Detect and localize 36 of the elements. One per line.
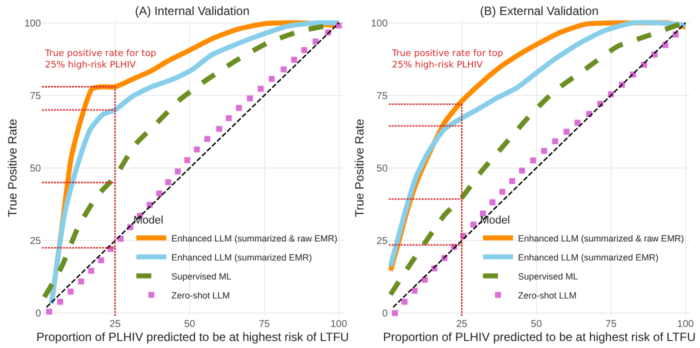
x-tick-label: 100 bbox=[330, 319, 348, 330]
y-tick-label: 0 bbox=[382, 308, 388, 320]
legend-title: Model bbox=[480, 214, 510, 226]
legend-title: Model bbox=[133, 214, 164, 226]
y-axis-title: True Positive Rate bbox=[352, 118, 366, 218]
y-axis-title: True Positive Rate bbox=[6, 118, 20, 218]
annotation: True positive rate for top 25% high-risk PLHIV bbox=[391, 49, 504, 71]
y-tick-label: 100 bbox=[24, 18, 42, 30]
annotation: True positive rate for top 25% high-risk PLHIV bbox=[44, 49, 157, 71]
y-tick-label: 50 bbox=[30, 164, 42, 174]
x-tick-label: 25 bbox=[456, 319, 468, 330]
legend-label: Zero-shot LLM bbox=[518, 290, 577, 300]
x-tick-label: 50 bbox=[184, 319, 196, 330]
y-tick-label: 25 bbox=[376, 236, 388, 248]
legend-label: Enhanced LLM (summarized EMR) bbox=[171, 252, 312, 262]
y-tick-label: 75 bbox=[376, 90, 388, 102]
legend-label: Supervised ML bbox=[518, 271, 578, 282]
x-tick-label: 25 bbox=[110, 319, 122, 330]
legend-label: Enhanced LLM (summarized & raw EMR) bbox=[518, 233, 684, 244]
x-tick-label: 100 bbox=[677, 319, 694, 330]
y-tick-label: 50 bbox=[376, 164, 388, 174]
y-tick-label: 100 bbox=[370, 18, 388, 30]
legend-label: Zero-shot LLM bbox=[171, 290, 230, 300]
y-tick-label: 0 bbox=[35, 308, 42, 320]
x-tick-label: 75 bbox=[258, 319, 270, 330]
legend-label: Supervised ML bbox=[171, 271, 232, 282]
chart-title: (A) Internal Validation bbox=[135, 4, 250, 18]
legend-label: Enhanced LLM (summarized EMR) bbox=[518, 252, 659, 262]
y-tick-label: 25 bbox=[30, 236, 42, 248]
x-tick-label: 75 bbox=[605, 319, 617, 330]
y-tick-label: 75 bbox=[30, 90, 42, 102]
x-tick-label: 50 bbox=[530, 319, 542, 330]
chart-title: (B) External Validation bbox=[480, 4, 598, 18]
x-axis-title: Proportion of PLHIV predicted to be at highest risk of LTFU bbox=[36, 330, 349, 344]
legend-label: Enhanced LLM (summarized & raw EMR) bbox=[171, 233, 338, 244]
x-axis-title: Proportion of PLHIV predicted to be at highest risk of LTFU bbox=[383, 330, 696, 344]
